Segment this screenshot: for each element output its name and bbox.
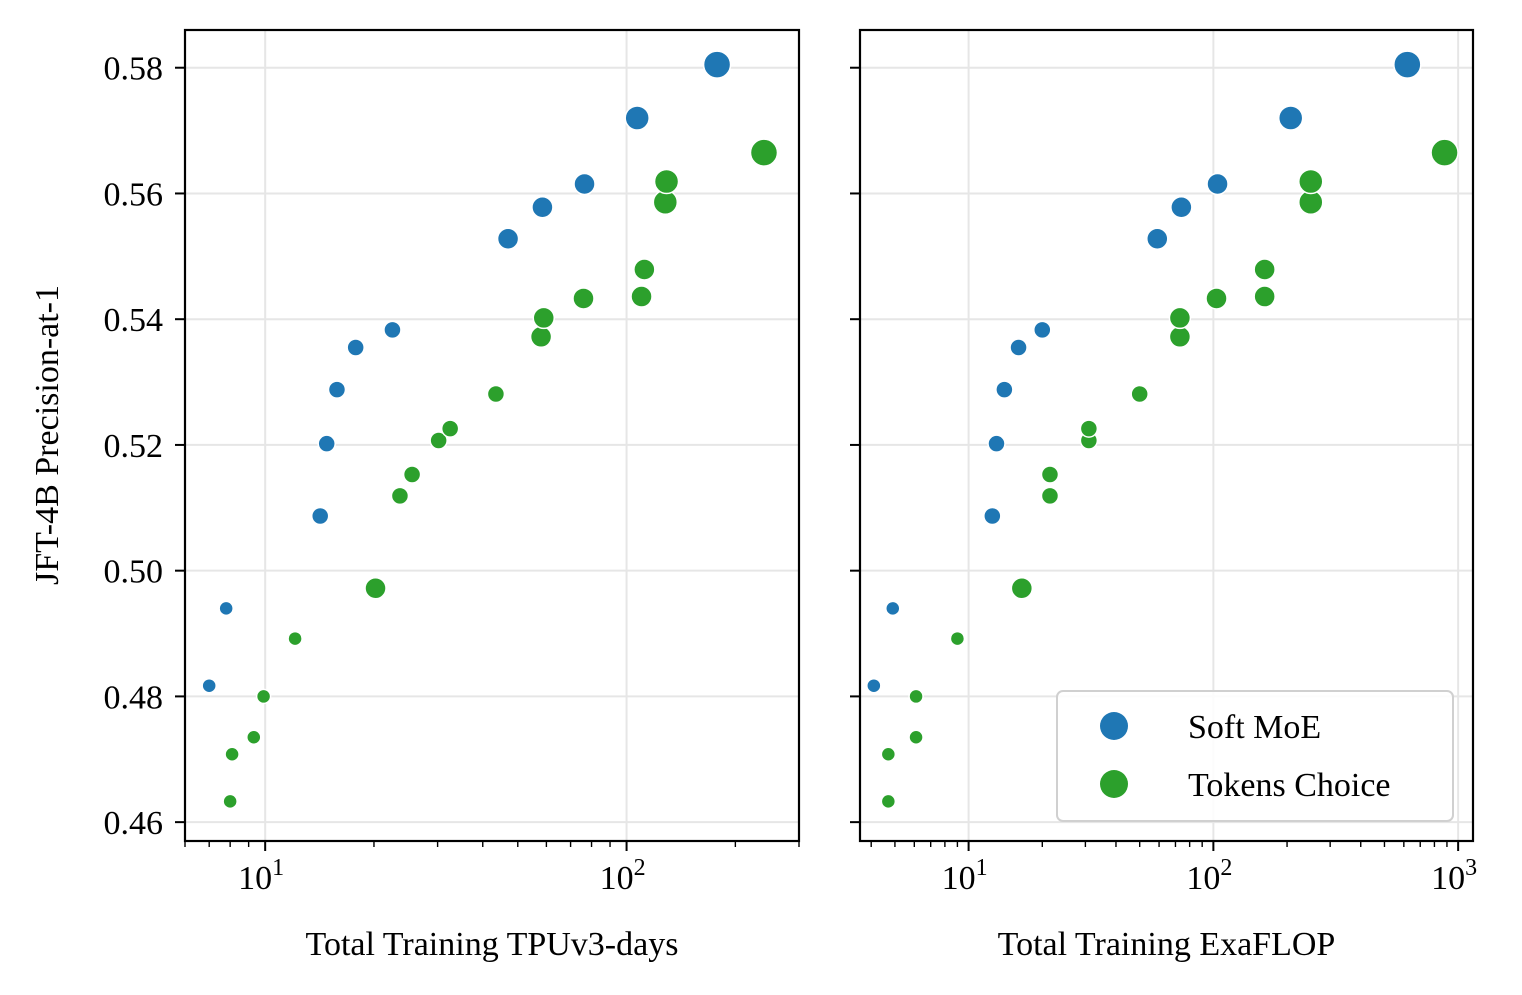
- data-point: [364, 577, 387, 600]
- series-soft-moe: [201, 50, 732, 694]
- y-axis-label: JFT-4B Precision-at-1: [29, 285, 66, 585]
- data-point: [1298, 168, 1324, 195]
- data-point: [908, 688, 924, 705]
- data-point: [1170, 196, 1193, 219]
- y-tick-label: 0.56: [104, 176, 164, 213]
- y-tick-label: 0.50: [104, 554, 164, 591]
- data-point: [633, 258, 656, 281]
- series-tokens-choice: [880, 138, 1459, 810]
- data-point: [987, 434, 1006, 453]
- data-point: [880, 793, 897, 810]
- x-tick-label: 102: [1186, 855, 1232, 897]
- x-tick-label: 103: [1431, 855, 1477, 897]
- data-point: [1040, 465, 1060, 484]
- data-point: [630, 285, 653, 308]
- data-point: [1206, 172, 1229, 196]
- data-point: [531, 196, 554, 219]
- x-tick-label: 101: [942, 855, 988, 897]
- plot-frame: [858, 28, 1475, 843]
- series-tokens-choice: [222, 138, 779, 810]
- data-point: [218, 600, 234, 617]
- y-tick-label: 0.46: [104, 805, 164, 842]
- data-point: [1009, 338, 1028, 357]
- data-point: [255, 688, 272, 705]
- data-point: [1040, 486, 1060, 506]
- right-panel-exaflop: 101 102 103 Total Training ExaFLOP Soft MoE T…: [850, 28, 1477, 963]
- data-point: [440, 419, 460, 438]
- data-point: [1205, 287, 1228, 310]
- x-tick-label: 101: [238, 855, 284, 897]
- y-tick-label: 0.48: [104, 679, 164, 716]
- data-point: [653, 168, 680, 195]
- y-tick-label: 0.54: [104, 302, 164, 339]
- data-point: [532, 306, 556, 330]
- data-point: [383, 320, 402, 340]
- series-soft-moe: [866, 50, 1422, 694]
- data-point: [983, 506, 1002, 526]
- data-point: [390, 486, 410, 506]
- data-point: [529, 325, 553, 349]
- data-point: [1033, 320, 1052, 340]
- y-tick-label: 0.58: [104, 51, 164, 88]
- data-point: [346, 338, 365, 357]
- data-point: [201, 677, 217, 694]
- data-point: [496, 227, 520, 250]
- x-axis-label: Total Training ExaFLOP: [998, 926, 1336, 963]
- data-point: [749, 138, 779, 167]
- data-point: [1130, 384, 1149, 404]
- legend-label: Soft MoE: [1188, 709, 1321, 746]
- legend-label: Tokens Choice: [1188, 767, 1391, 804]
- grid: [185, 30, 799, 841]
- data-point: [880, 746, 897, 762]
- data-point: [1430, 138, 1459, 167]
- data-point: [224, 746, 240, 762]
- data-point: [1253, 258, 1276, 281]
- data-point: [995, 380, 1014, 399]
- data-point: [908, 729, 924, 746]
- legend-marker: [1100, 712, 1128, 740]
- data-point: [1168, 325, 1192, 349]
- data-point: [949, 630, 966, 647]
- data-point: [1253, 285, 1276, 308]
- legend: Soft MoE Tokens Choice: [1056, 690, 1454, 822]
- plot-frame: [183, 28, 801, 843]
- x-tick-label: 102: [600, 855, 646, 897]
- data-point: [1010, 577, 1034, 600]
- data-point: [1393, 50, 1422, 79]
- data-point: [573, 172, 596, 196]
- data-point: [866, 677, 882, 694]
- data-point: [624, 105, 650, 131]
- data-point: [1079, 419, 1099, 438]
- data-point: [402, 465, 422, 484]
- data-point: [287, 630, 303, 647]
- data-point: [1277, 105, 1304, 131]
- data-point: [885, 600, 901, 617]
- x-axis-label: Total Training TPUv3-days: [306, 926, 679, 963]
- data-point: [1168, 306, 1192, 330]
- left-panel-tpu-days: 0.46 0.48 0.50 0.52 0.54 0.56 0.58 101 102 Total …: [104, 28, 801, 963]
- data-point: [702, 50, 732, 79]
- data-point: [246, 729, 262, 746]
- data-point: [1146, 227, 1169, 250]
- y-tick-label: 0.52: [104, 428, 164, 465]
- data-point: [486, 384, 506, 404]
- data-point: [317, 434, 336, 453]
- data-point: [310, 506, 330, 526]
- legend-marker: [1100, 770, 1128, 798]
- data-point: [429, 431, 448, 450]
- data-point: [327, 380, 347, 399]
- data-point: [572, 287, 595, 310]
- data-point: [222, 793, 238, 810]
- legend-box: [1056, 690, 1454, 822]
